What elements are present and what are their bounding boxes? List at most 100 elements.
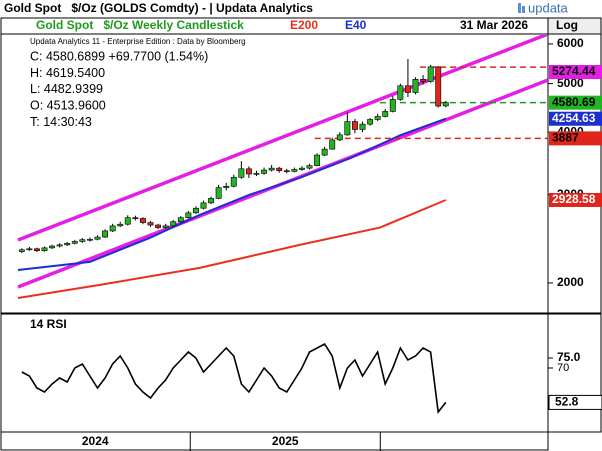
candle-body — [26, 248, 33, 251]
candle-body — [397, 85, 404, 100]
candle-body — [442, 102, 449, 107]
header-title: Gold Spot $/Oz (GOLDS Comdty) - | Updata… — [4, 1, 313, 15]
candle-body — [132, 217, 139, 219]
info-text: T: 14:30:43 — [30, 115, 92, 129]
candle-body — [49, 245, 56, 249]
candle-body — [33, 248, 40, 251]
candle-body — [238, 168, 245, 178]
logo-icon — [522, 6, 525, 13]
candle-body — [351, 121, 358, 130]
candle-body — [215, 187, 222, 199]
candle-body — [367, 119, 374, 125]
y-tick-label: 70 — [557, 362, 569, 374]
candle-body — [109, 225, 116, 232]
info-text: C: 4580.6899 +69.7700 (1.54%) — [30, 50, 208, 64]
candle-body — [102, 230, 109, 238]
x-tick-label: 2025 — [272, 434, 299, 448]
candle-body — [192, 207, 199, 214]
legend-e200: E200 — [290, 18, 318, 32]
price-axis — [547, 33, 602, 314]
candle-body — [412, 79, 419, 93]
ema-line — [17, 117, 447, 271]
ema-line — [17, 199, 447, 299]
candle-body — [427, 66, 434, 82]
x-tick-label: 2024 — [82, 434, 109, 448]
candle-body — [185, 212, 192, 218]
info-text: O: 4513.9600 — [30, 98, 106, 112]
candle-body — [117, 223, 124, 227]
candle-body — [336, 134, 343, 141]
candle-body — [124, 217, 131, 225]
candle-body — [223, 185, 230, 188]
price-tag-label: 2928.58 — [552, 192, 596, 206]
candle-body — [56, 244, 63, 247]
candle-body — [64, 242, 71, 246]
legend-candles: Gold Spot $/Oz Weekly Candlestick — [36, 18, 244, 32]
candle-body — [404, 85, 411, 93]
candle-body — [389, 99, 396, 112]
price-tag-label: 4580.69 — [552, 95, 596, 109]
price-tag-label: 3887 — [552, 131, 579, 145]
candle-body — [420, 79, 427, 82]
time-axis — [0, 431, 549, 451]
price-tag — [549, 64, 602, 79]
y-tick-label: 75.0 — [557, 350, 581, 364]
logo-icon — [518, 3, 521, 13]
date: 31 Mar 2026 — [460, 18, 528, 32]
info-text: Updata Analytics 11 - Enterprise Edition… — [30, 37, 246, 46]
logo: updata — [518, 0, 569, 15]
rsi-title: 14 RSI — [30, 317, 67, 331]
rsi-tag — [548, 394, 602, 410]
candle-body — [139, 218, 146, 223]
candle-body — [344, 121, 351, 136]
price-tag — [549, 111, 602, 126]
candle-body — [283, 170, 290, 173]
candle-body — [155, 224, 162, 228]
y-tick-label: 2000 — [557, 275, 584, 289]
legend-e40: E40 — [345, 18, 367, 32]
candle-body — [208, 198, 215, 204]
scale-label: Log — [556, 18, 578, 32]
candle-body — [306, 165, 313, 169]
rsi-axis — [547, 313, 602, 433]
candle-body — [374, 116, 381, 120]
y-tick-label: 6000 — [557, 36, 584, 50]
candle-body — [71, 241, 78, 244]
rsi-tag-label: 52.8 — [555, 395, 579, 409]
candle-body — [18, 249, 25, 252]
candle-body — [359, 123, 366, 130]
candle-body — [382, 111, 389, 117]
candle-body — [170, 221, 177, 227]
candle-body — [321, 148, 328, 156]
candle-body — [314, 154, 321, 166]
candle-body — [276, 167, 283, 172]
candle-body — [230, 177, 237, 187]
candle-body — [86, 238, 93, 241]
price-panel — [0, 17, 549, 314]
rsi-line — [21, 342, 447, 414]
candle-body — [245, 168, 252, 175]
candle-body — [261, 169, 268, 174]
candle-body — [268, 167, 275, 171]
price-tag — [549, 95, 602, 110]
candle-body — [162, 225, 169, 228]
price-tag-label: 4254.63 — [552, 111, 596, 125]
candle-body — [147, 222, 154, 226]
candle-body — [200, 202, 207, 209]
candle-body — [41, 247, 48, 251]
candle-body — [329, 139, 336, 150]
rsi-panel — [0, 313, 549, 433]
y-tick-label: 5000 — [557, 76, 584, 90]
price-tag — [549, 131, 602, 146]
info-text: H: 4619.5400 — [30, 66, 105, 80]
candle-body — [298, 167, 305, 170]
candle-body — [291, 169, 298, 172]
candle-body — [79, 239, 86, 242]
candle-body — [94, 236, 101, 240]
price-tag-label: 5274.44 — [552, 64, 596, 78]
logo-text: updata — [528, 0, 569, 15]
candle-body — [435, 66, 442, 107]
channel-line — [17, 35, 548, 242]
price-tag — [549, 192, 602, 207]
